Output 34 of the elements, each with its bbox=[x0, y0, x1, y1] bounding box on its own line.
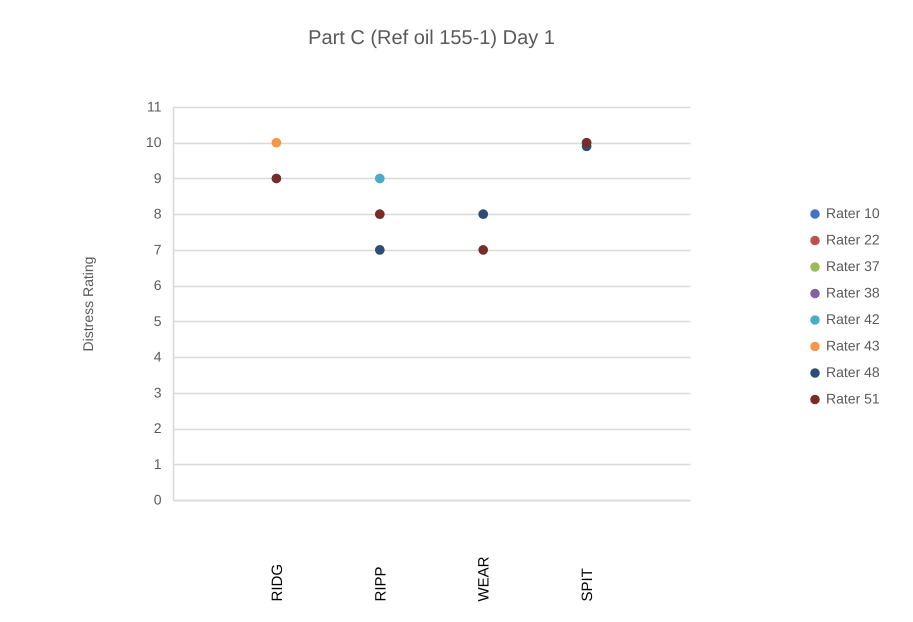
point bbox=[374, 209, 385, 220]
y-tick-label: 2 bbox=[154, 420, 162, 436]
legend-label: Rater 22 bbox=[826, 232, 880, 248]
y-tick-label: 6 bbox=[154, 277, 162, 294]
y-tick-label: 9 bbox=[154, 170, 162, 186]
legend-label: Rater 48 bbox=[826, 364, 880, 380]
x-tick-label: SPIT bbox=[579, 568, 596, 602]
legend-label: Rater 51 bbox=[826, 390, 880, 406]
x-tick-label: RIDG bbox=[268, 564, 286, 602]
y-tick-label: 5 bbox=[154, 312, 162, 329]
y-tick-label: 1 bbox=[154, 456, 162, 472]
y-tick-label: 8 bbox=[154, 206, 162, 222]
y-tick-label: 10 bbox=[146, 134, 162, 150]
chart-title: Part C (Ref oil 155-1) Day 1 bbox=[308, 27, 555, 49]
y-tick-label: 4 bbox=[154, 348, 162, 365]
y-tick-label: 7 bbox=[154, 241, 162, 258]
legend-label: Rater 42 bbox=[826, 311, 880, 327]
y-tick-label: 3 bbox=[154, 384, 162, 400]
point bbox=[582, 138, 592, 148]
point bbox=[272, 138, 282, 148]
point bbox=[478, 209, 488, 220]
point bbox=[374, 245, 385, 255]
legend-label: Rater 38 bbox=[826, 284, 880, 300]
y-tick-label: 0 bbox=[154, 492, 162, 508]
y-axis-title: Distress Rating bbox=[80, 256, 96, 352]
x-tick-label: WEAR bbox=[476, 556, 493, 602]
y-tick-label: 11 bbox=[146, 98, 162, 114]
point bbox=[272, 174, 282, 184]
point bbox=[374, 174, 385, 184]
legend-label: Rater 43 bbox=[826, 338, 880, 354]
legend-label: Rater 37 bbox=[826, 258, 880, 274]
point bbox=[478, 245, 488, 255]
x-tick-label: RIPP bbox=[372, 566, 390, 602]
legend-label: Rater 10 bbox=[826, 205, 880, 221]
